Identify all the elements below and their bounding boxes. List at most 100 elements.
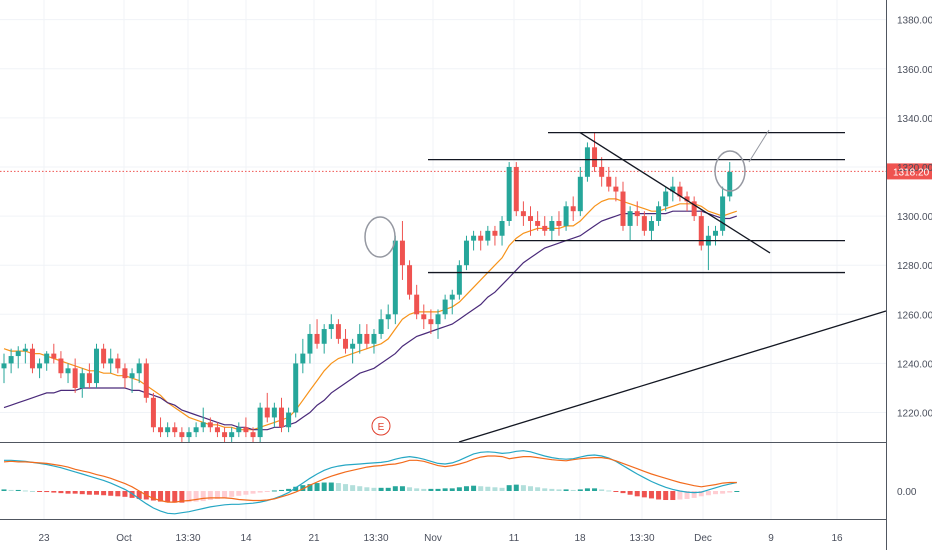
candle bbox=[307, 324, 313, 364]
candle-body bbox=[271, 407, 277, 418]
macd-histogram-bar bbox=[243, 491, 249, 495]
candle-body bbox=[414, 294, 420, 315]
candle-body bbox=[663, 191, 669, 207]
candle bbox=[314, 319, 320, 349]
candle bbox=[442, 294, 448, 320]
x-tick-label: 21 bbox=[308, 533, 320, 544]
macd-histogram-bar bbox=[471, 485, 477, 491]
candle-body bbox=[101, 348, 107, 364]
macd-histogram-bar bbox=[641, 491, 647, 498]
candle bbox=[165, 422, 171, 438]
candle bbox=[101, 343, 107, 369]
candle bbox=[428, 309, 434, 334]
candle bbox=[357, 324, 363, 354]
candle-body bbox=[599, 166, 605, 177]
macd-histogram-bar bbox=[300, 485, 306, 491]
macd-histogram-bar bbox=[648, 491, 654, 499]
candle-body bbox=[549, 221, 555, 231]
macd-pane bbox=[1, 450, 740, 515]
candle-body bbox=[613, 186, 619, 192]
macd-histogram-bar bbox=[15, 489, 21, 491]
candle-body bbox=[449, 294, 455, 300]
candle-body bbox=[720, 196, 726, 231]
candle bbox=[435, 309, 441, 339]
macd-histogram-bar bbox=[407, 487, 413, 491]
candle-body bbox=[350, 343, 356, 349]
candle bbox=[364, 324, 370, 349]
candle-body bbox=[129, 373, 135, 379]
x-tick-label: Dec bbox=[694, 533, 712, 544]
candle-body bbox=[535, 221, 541, 226]
candle bbox=[200, 407, 206, 433]
candle bbox=[478, 230, 484, 251]
candle-body bbox=[236, 427, 242, 433]
earnings-event-label[interactable]: E bbox=[378, 422, 385, 433]
candle bbox=[627, 206, 633, 241]
candle-body bbox=[713, 230, 718, 236]
macd-histogram-bar bbox=[186, 491, 192, 503]
candle bbox=[713, 225, 718, 246]
candle-body bbox=[243, 427, 249, 433]
last-price-tag bbox=[887, 163, 932, 180]
macd-histogram-bar bbox=[449, 488, 455, 491]
macd-histogram-bar bbox=[214, 491, 220, 499]
candle bbox=[634, 201, 640, 226]
candle-body bbox=[513, 166, 519, 212]
candle bbox=[414, 284, 420, 320]
macd-histogram-bar bbox=[129, 491, 135, 498]
x-tick-label: 23 bbox=[38, 533, 50, 544]
candles bbox=[1, 132, 733, 442]
candle bbox=[506, 162, 512, 226]
candle bbox=[129, 368, 135, 393]
macd-histogram-bar bbox=[179, 491, 185, 503]
candle bbox=[72, 358, 78, 393]
candle-body bbox=[378, 319, 384, 334]
candle bbox=[407, 260, 413, 300]
macd-histogram-bar bbox=[115, 491, 121, 497]
macd-histogram-bar bbox=[79, 491, 85, 495]
candle bbox=[592, 132, 598, 172]
candle bbox=[143, 358, 149, 403]
candle bbox=[186, 427, 192, 442]
candle bbox=[193, 422, 199, 438]
macd-histogram-bar bbox=[250, 491, 256, 494]
x-tick-label: 13:30 bbox=[363, 533, 388, 544]
grid bbox=[0, 0, 886, 519]
macd-histogram-bar bbox=[264, 491, 270, 492]
trendline-drawings[interactable] bbox=[364, 129, 887, 443]
macd-histogram-bar bbox=[456, 487, 462, 491]
candle bbox=[421, 304, 427, 330]
candle bbox=[563, 201, 569, 231]
last-price-label: 1318.20 bbox=[893, 167, 930, 178]
macd-histogram-bar bbox=[1, 489, 7, 491]
candle-body bbox=[44, 353, 50, 364]
macd-histogram-bar bbox=[549, 488, 555, 491]
macd-histogram-bar bbox=[563, 489, 569, 491]
macd-histogram-bar bbox=[29, 491, 35, 492]
macd-histogram-bar bbox=[478, 486, 484, 491]
candle bbox=[471, 230, 477, 251]
macd-histogram-bar bbox=[485, 486, 491, 491]
candle bbox=[22, 343, 28, 364]
candle-body bbox=[520, 211, 526, 217]
macd-histogram-bar bbox=[513, 484, 519, 491]
macd-histogram-bar bbox=[399, 486, 405, 491]
candle-body bbox=[250, 432, 256, 438]
candle bbox=[456, 260, 462, 300]
candle bbox=[15, 346, 21, 369]
candle-body bbox=[314, 333, 320, 344]
macd-histogram-bar bbox=[713, 491, 718, 495]
macd-histogram-bar bbox=[364, 487, 370, 491]
candle-body bbox=[463, 240, 469, 266]
candle-body bbox=[93, 348, 99, 384]
x-tick-label: 9 bbox=[768, 533, 774, 544]
moving-average-line bbox=[3, 210, 737, 431]
candle-body bbox=[22, 348, 28, 352]
candle bbox=[150, 392, 156, 433]
candle-body bbox=[656, 206, 662, 221]
macd-histogram-bar bbox=[72, 491, 78, 494]
candle-body bbox=[65, 368, 71, 374]
candle-body bbox=[435, 314, 441, 325]
candle-body bbox=[29, 348, 35, 369]
